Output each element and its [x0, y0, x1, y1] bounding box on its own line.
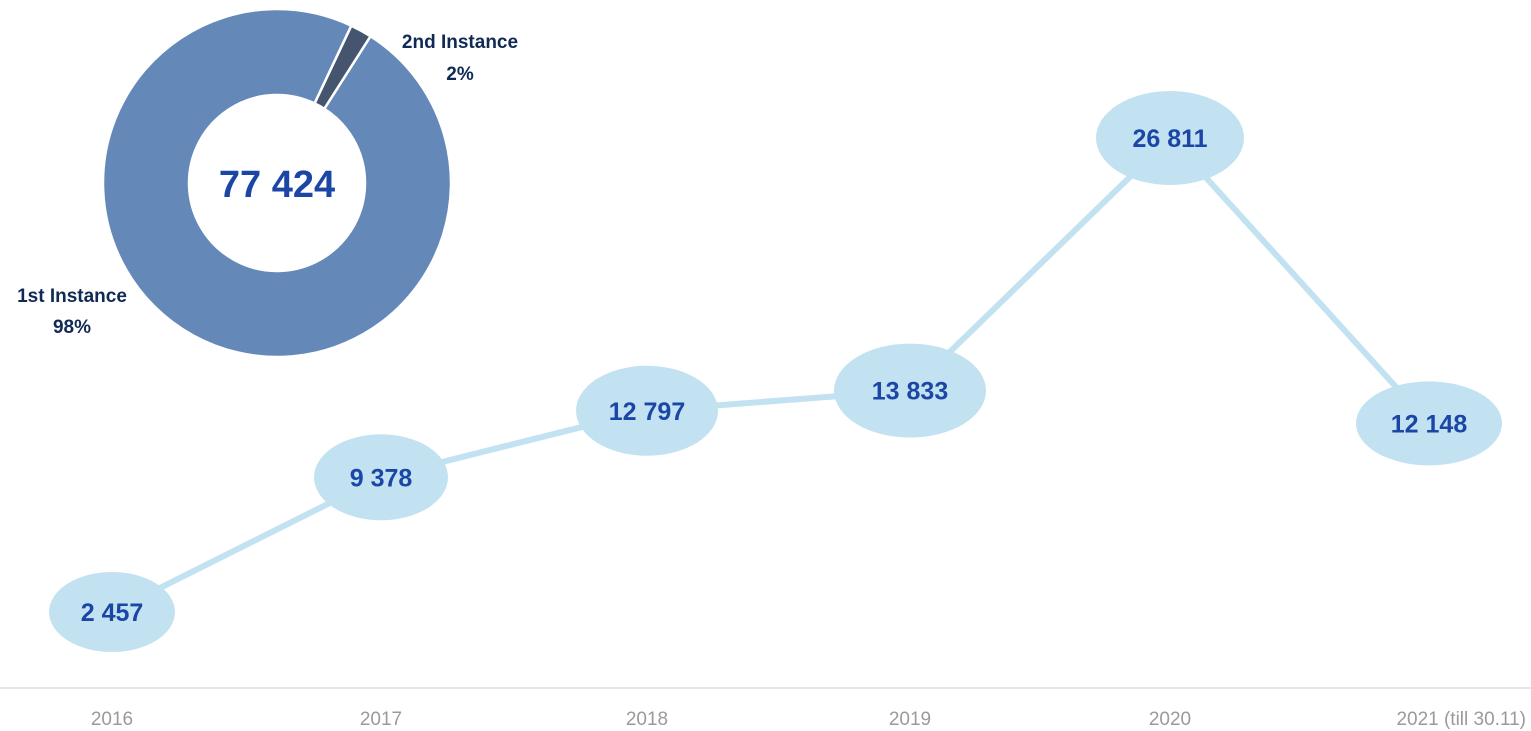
data-bubble: [576, 365, 718, 456]
slice-percent-label: 2%: [446, 64, 474, 85]
data-bubbles: 2 457 9 378 12 797 13 833 26 811 12 148: [49, 91, 1502, 652]
data-label: 26 811: [1132, 125, 1207, 153]
x-tick-label: 2017: [360, 709, 402, 730]
donut-slice: [312, 24, 373, 111]
line-segment: [907, 135, 1173, 394]
x-tick-label: 2018: [626, 709, 668, 730]
data-bubble: [834, 343, 986, 438]
x-tick-label: 2020: [1149, 709, 1191, 730]
data-label: 9 378: [350, 464, 413, 492]
trend-line: [109, 135, 1432, 615]
donut-chart: 77 424 1st Instance 98% 2nd Instance 2%: [17, 7, 518, 359]
x-tick-label: 2021 (till 30.11): [1396, 709, 1526, 730]
data-label: 12 148: [1391, 410, 1468, 438]
donut-slice: [101, 7, 453, 359]
data-bubble: [314, 434, 448, 521]
slice-percent-label: 98%: [53, 317, 91, 338]
data-bubble: [49, 572, 175, 652]
donut-center-total: 77 424: [219, 164, 335, 206]
data-label: 2 457: [81, 599, 144, 627]
data-label: 12 797: [609, 398, 685, 426]
x-axis-ticks: 2016 2017 2018 2019 2020 2021 (till 30.11): [91, 709, 1526, 730]
slice-category-label: 1st Instance: [17, 286, 127, 307]
x-tick-label: 2019: [889, 709, 931, 730]
line-segment: [1167, 135, 1432, 427]
data-bubble: [1096, 91, 1244, 185]
slice-category-label: 2nd Instance: [402, 32, 518, 53]
data-label: 13 833: [872, 378, 948, 406]
x-tick-label: 2016: [91, 709, 133, 730]
data-bubble: [1356, 381, 1502, 466]
